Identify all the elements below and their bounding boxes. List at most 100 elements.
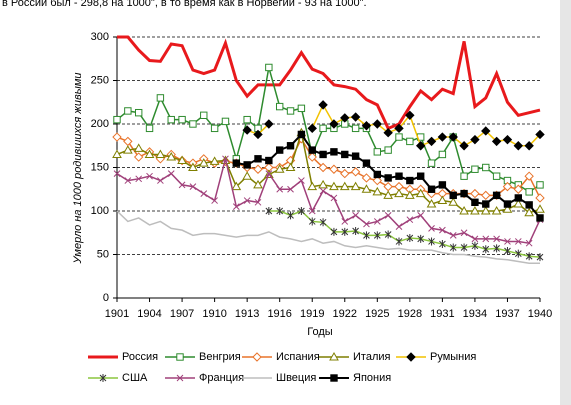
marker [438, 150, 447, 159]
series-line [116, 158, 541, 245]
marker [460, 189, 468, 198]
marker [275, 146, 284, 154]
marker [502, 134, 513, 145]
legend-label: Франция [199, 372, 244, 384]
marker [405, 110, 415, 121]
marker [112, 132, 122, 142]
marker [395, 223, 403, 231]
marker [491, 136, 502, 147]
series-line [117, 35, 541, 131]
marker [156, 94, 165, 102]
marker [514, 238, 522, 245]
marker [525, 239, 533, 247]
x-tick-label: 1931 [430, 308, 454, 320]
marker [449, 191, 457, 200]
series-line [116, 210, 540, 264]
marker [482, 200, 490, 208]
marker [265, 170, 273, 177]
marker [330, 194, 338, 202]
marker [525, 201, 533, 209]
marker [124, 177, 132, 184]
marker [307, 181, 318, 191]
marker [265, 207, 273, 215]
marker [503, 200, 512, 208]
marker [493, 244, 500, 253]
marker [177, 155, 187, 165]
marker [297, 104, 306, 113]
marker [513, 199, 524, 208]
marker [210, 124, 219, 133]
marker [406, 233, 414, 242]
marker [470, 205, 480, 215]
marker [535, 193, 545, 203]
marker [329, 164, 339, 174]
marker [254, 155, 262, 163]
marker [298, 177, 305, 184]
marker [502, 181, 513, 192]
marker [188, 162, 198, 171]
marker [363, 220, 370, 228]
marker [231, 181, 242, 191]
marker [383, 127, 393, 138]
marker [384, 211, 392, 219]
marker [298, 207, 305, 215]
legend-label: Румыния [430, 351, 476, 363]
marker [363, 231, 370, 240]
marker [373, 170, 382, 179]
x-tick-label: 1904 [137, 308, 161, 320]
marker [372, 175, 383, 186]
marker [339, 181, 350, 191]
marker [113, 115, 121, 124]
marker [242, 171, 253, 180]
marker [308, 207, 316, 215]
marker [341, 227, 349, 236]
marker [254, 198, 262, 206]
marker [449, 243, 457, 252]
marker [415, 188, 426, 198]
marker [361, 173, 372, 183]
marker [428, 237, 435, 246]
marker [318, 100, 328, 110]
marker [122, 145, 133, 154]
y-tick-label: 50 [97, 248, 109, 260]
marker [276, 207, 284, 215]
marker [514, 249, 522, 258]
x-tick-label: 1937 [495, 308, 519, 320]
marker [286, 142, 295, 150]
marker [318, 162, 328, 173]
marker [493, 235, 500, 243]
marker [330, 148, 338, 156]
marker [428, 225, 435, 232]
marker [492, 191, 501, 200]
marker [471, 241, 479, 250]
marker [352, 227, 359, 236]
marker [134, 108, 143, 117]
marker [178, 181, 186, 189]
x-tick-label: 1925 [365, 308, 389, 320]
y-axis-label: Умерло на 1000 родившихся живыми [72, 73, 84, 265]
marker [232, 159, 241, 167]
x-tick-label: 1913 [235, 308, 259, 320]
y-tick-label: 100 [91, 205, 109, 217]
series-line [116, 132, 541, 214]
marker [372, 186, 383, 196]
marker [384, 146, 392, 154]
marker [319, 187, 327, 195]
series-line [116, 136, 541, 199]
marker [492, 172, 501, 180]
marker [395, 172, 403, 180]
marker [189, 120, 197, 128]
y-tick-label: 300 [91, 31, 109, 43]
marker [482, 235, 490, 243]
marker [198, 158, 209, 167]
marker [535, 129, 545, 140]
marker [209, 156, 220, 165]
y-tick-label: 250 [91, 74, 109, 86]
marker [504, 238, 511, 245]
marker [514, 194, 523, 202]
series-line [116, 67, 541, 193]
marker [287, 185, 294, 193]
x-tick-label: 1940 [528, 308, 552, 320]
x-tick-label: 1928 [398, 308, 422, 320]
marker [361, 184, 372, 193]
